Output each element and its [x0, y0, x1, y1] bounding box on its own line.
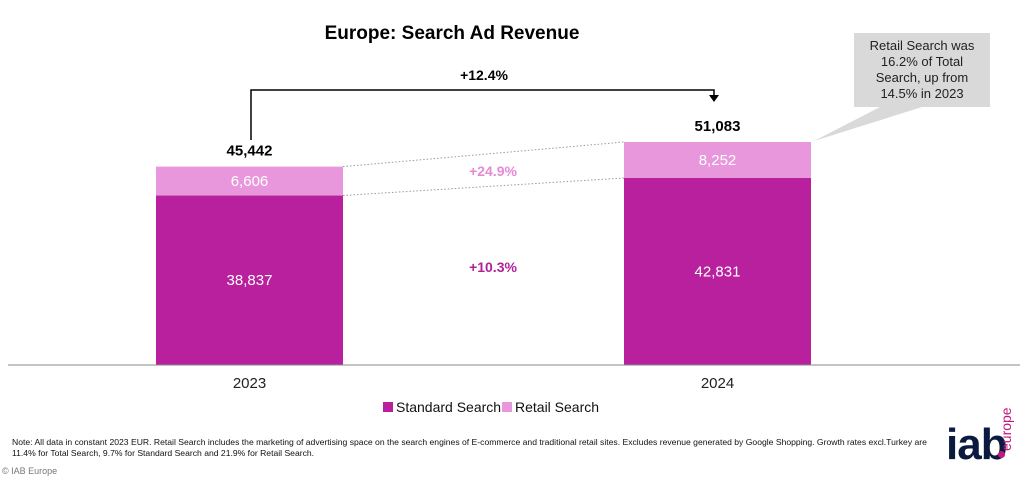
total-growth-arrowhead [709, 95, 719, 102]
copyright: © IAB Europe [2, 466, 58, 476]
logo-main-text: iab [946, 420, 1008, 469]
legend-swatch-standard [383, 402, 393, 412]
x-tick-2023: 2023 [233, 375, 266, 392]
callout-line-3: Search, up from [876, 70, 969, 85]
bar-standard-2024 [624, 178, 811, 365]
segment-label-retail-2023: 6,606 [231, 173, 269, 190]
bars-group: 38,837 6,606 45,442 2023 42,831 8,252 51,083 20… [156, 118, 811, 392]
bar-retail-2024 [624, 142, 811, 178]
legend-swatch-retail [502, 402, 512, 412]
chart-title: Europe: Search Ad Revenue [325, 23, 580, 44]
segment-label-standard-2024: 42,831 [695, 264, 741, 281]
logo-dot [998, 451, 1005, 458]
retail-connector-top [342, 141, 625, 168]
callout-line-1: Retail Search was [870, 38, 975, 53]
logo-sub-text: europe [998, 407, 1014, 451]
legend: Standard Search Retail Search [383, 399, 599, 415]
segment-label-standard-2023: 38,837 [227, 272, 273, 289]
total-growth-arrow: +12.4% [250, 67, 719, 140]
standard-growth-label: +10.3% [469, 259, 517, 275]
bar-standard-2023 [156, 195, 343, 365]
retail-growth-label: +24.9% [469, 163, 517, 179]
iab-europe-logo: iab europe [942, 405, 1022, 475]
x-tick-2024: 2024 [701, 375, 734, 392]
segment-label-retail-2024: 8,252 [699, 152, 737, 169]
total-growth-connector [250, 89, 715, 140]
total-label-2024: 51,083 [695, 118, 741, 135]
callout-box [854, 33, 990, 107]
callout-line-4: 14.5% in 2023 [880, 86, 963, 101]
callout-pointer [814, 107, 922, 141]
retail-connector-bottom [342, 177, 625, 196]
callout-line-2: 16.2% of Total [881, 54, 963, 69]
total-label-2023: 45,442 [227, 143, 273, 160]
legend-label-retail: Retail Search [515, 399, 599, 415]
logo-sub: europe [998, 407, 1014, 451]
total-growth-label: +12.4% [460, 67, 508, 83]
legend-label-standard: Standard Search [396, 399, 501, 415]
callout: Retail Search was 16.2% of Total Search,… [814, 33, 990, 141]
bar-retail-2023 [156, 166, 343, 196]
footnote: Note: All data in constant 2023 EUR. Ret… [12, 437, 927, 458]
